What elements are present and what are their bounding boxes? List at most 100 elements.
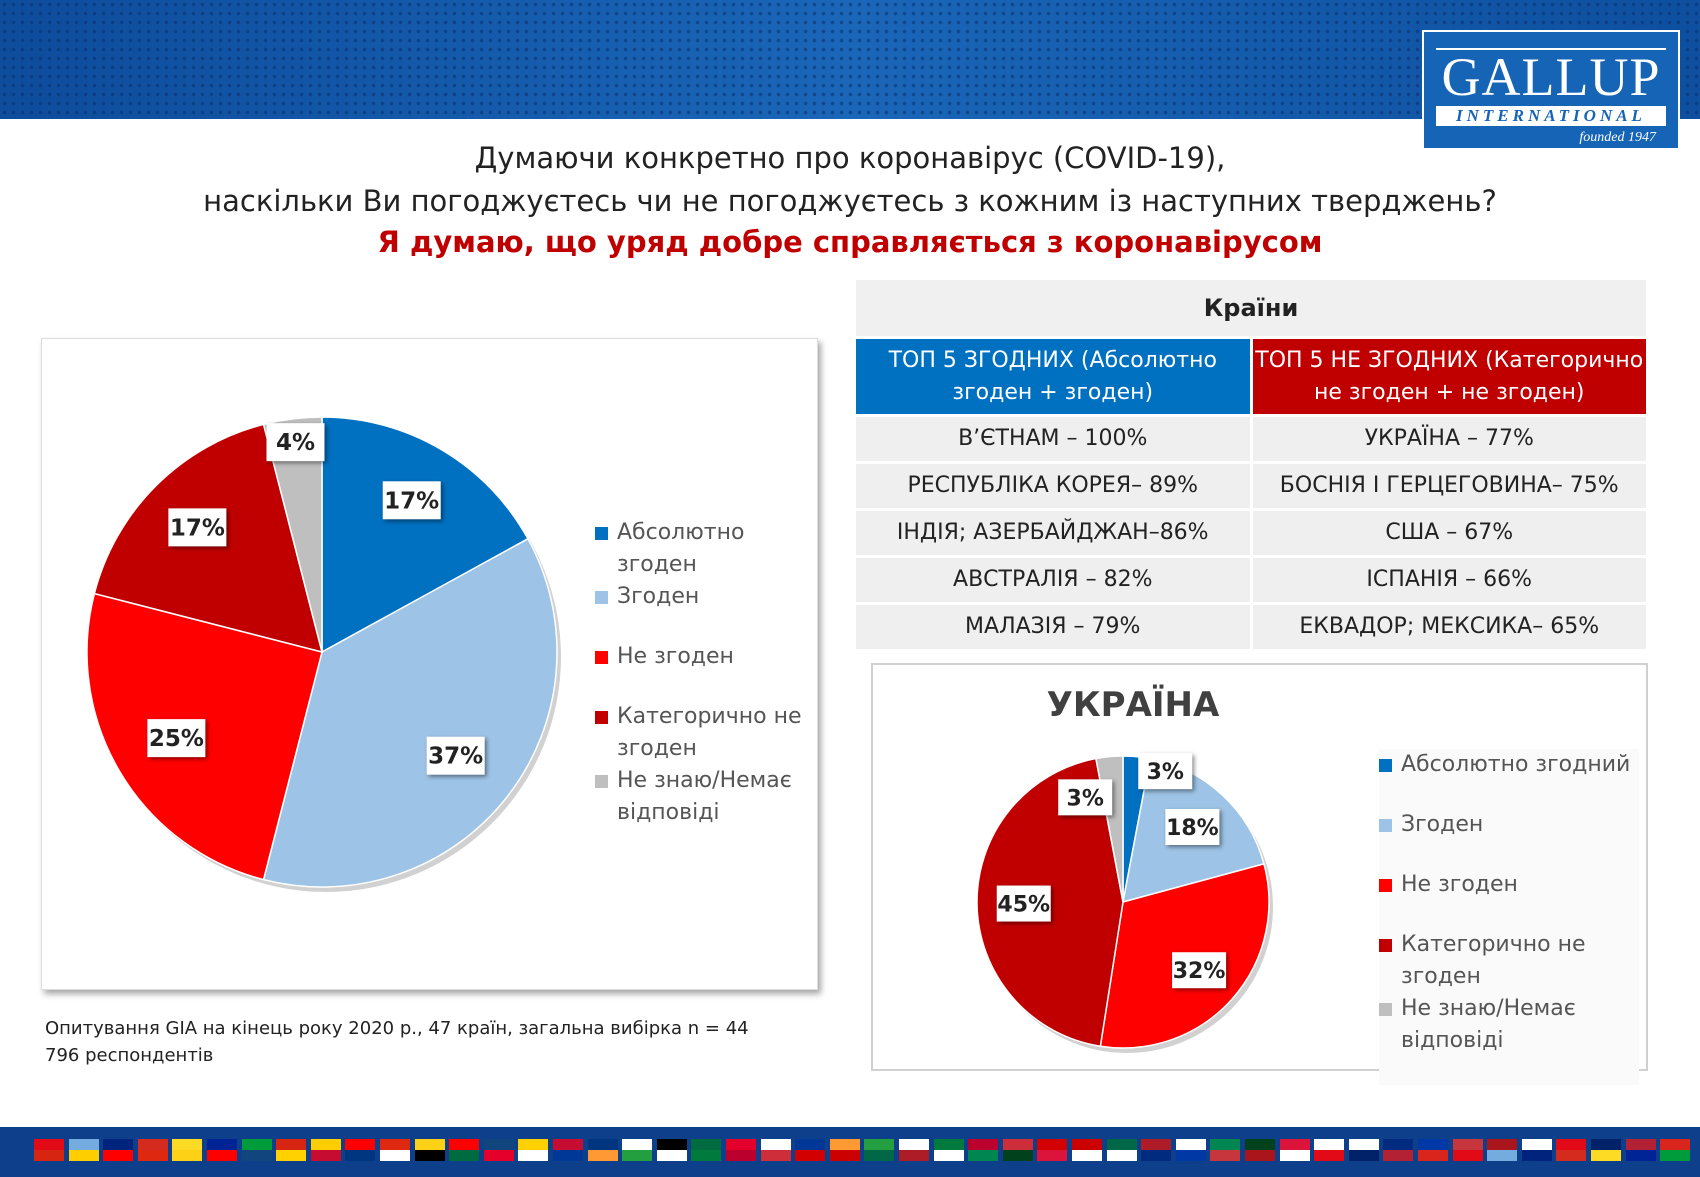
data-label: 45% [997, 893, 1050, 918]
global-pie-chart-panel: 17% 37% 25% 17% 4% Абсолютно згоден Згоден Не … [41, 338, 818, 990]
country-flag [760, 1139, 791, 1161]
legend-swatch [1379, 1003, 1392, 1016]
logo-name: GALLUP [1441, 47, 1661, 107]
data-label-box [382, 481, 441, 520]
country-flag [1002, 1139, 1033, 1161]
legend-swatch [1379, 759, 1392, 772]
pie-slice [262, 537, 558, 888]
legend-label: Абсолютно згоден [617, 520, 745, 577]
country-flag [1591, 1139, 1621, 1161]
logo-sub: INTERNATIONAL [1436, 106, 1666, 126]
country-flag [276, 1139, 307, 1161]
country-flag [103, 1139, 134, 1161]
legend-item: Абсолютно згодний [1379, 749, 1639, 781]
data-label-box [1058, 779, 1113, 816]
legend-label: Не знаю/Немає відповіді [1401, 996, 1576, 1053]
legend-swatch [595, 651, 608, 664]
countries-table: Країни ТОП 5 ЗГОДНИХ (Абсолютно згоден +… [856, 280, 1646, 649]
legend-item: Згоден [595, 581, 805, 613]
data-label: 37% [428, 744, 483, 770]
country-flag [1279, 1139, 1310, 1161]
country-flag [1418, 1139, 1448, 1161]
gallup-international-logo: GALLUP INTERNATIONAL founded 1947 [1422, 30, 1680, 150]
country-flag [1072, 1139, 1102, 1161]
legend-label: Не згоден [617, 644, 734, 669]
top5-agree-header: ТОП 5 ЗГОДНИХ (Абсолютно згоден + згоден… [856, 339, 1250, 414]
country-flag [518, 1139, 549, 1161]
country-flag [1383, 1139, 1414, 1161]
legend-swatch [1379, 819, 1392, 832]
legend-item: Згоден [1379, 809, 1639, 841]
country-flag [1245, 1139, 1275, 1161]
disagree-country-cell: ЕКВАДОР; МЕКСИКА– 65% [1252, 605, 1646, 649]
country-flag [172, 1139, 203, 1161]
ukraine-pie-chart: 3% 18% 32% 45% 3% [976, 753, 1273, 1053]
statement: Я думаю, що уряд добре справляється з ко… [377, 225, 1323, 259]
global-pie-chart: 17% 37% 25% 17% 4% [86, 416, 561, 892]
legend-item: Категорично не згоден [595, 701, 805, 765]
country-flag [34, 1139, 64, 1161]
country-flag [137, 1139, 168, 1161]
country-flag [414, 1139, 445, 1161]
country-flag [899, 1139, 929, 1161]
ukraine-chart-title: УКРАЇНА [1046, 685, 1220, 725]
data-label-box [1138, 753, 1193, 790]
legend-item: Абсолютно згоден [595, 517, 805, 581]
country-flag [795, 1139, 826, 1161]
table-row: ІНДІЯ; АЗЕРБАЙДЖАН–86% США – 67% [856, 511, 1646, 555]
top5-disagree-header: ТОП 5 НЕ ЗГОДНИХ (Категорично не згоден … [1252, 339, 1646, 414]
legend-swatch [1379, 879, 1392, 892]
data-label: 32% [1173, 959, 1226, 984]
legend-label: Згоден [1401, 812, 1484, 837]
data-label-box [426, 736, 485, 775]
global-pie-legend: Абсолютно згоден Згоден Не згоден Категорич… [595, 517, 805, 829]
country-flag [1348, 1139, 1379, 1161]
legend-swatch [595, 591, 608, 604]
country-flag [864, 1139, 895, 1161]
country-flag [726, 1139, 756, 1161]
data-label: 4% [276, 430, 315, 456]
country-flag [1521, 1139, 1552, 1161]
country-flag [1106, 1139, 1137, 1161]
legend-swatch [1379, 939, 1392, 952]
legend-swatch [595, 711, 608, 724]
data-label: 18% [1166, 816, 1219, 841]
logo-founded: founded 1947 [1579, 130, 1656, 145]
header-world-map-banner [0, 0, 1700, 119]
legend-label: Категорично не згоден [1401, 932, 1586, 989]
country-flag [1314, 1139, 1345, 1161]
country-flag [1625, 1139, 1656, 1161]
country-flag [1556, 1139, 1587, 1161]
data-label: 3% [1147, 760, 1184, 785]
legend-swatch [595, 527, 608, 540]
ukraine-pie-legend: Абсолютно згодний Згоден Не згоден Категори… [1379, 749, 1639, 1085]
country-flag [1210, 1139, 1241, 1161]
agree-country-cell: АВСТРАЛІЯ – 82% [856, 558, 1250, 602]
legend-item: Не знаю/Немає відповіді [1379, 993, 1639, 1057]
legend-label: Абсолютно згодний [1401, 752, 1631, 777]
table-row: АВСТРАЛІЯ – 82% ІСПАНІЯ – 66% [856, 558, 1646, 602]
country-flag [449, 1139, 480, 1161]
ukraine-pie-chart-panel: 3% 18% 32% 45% 3% УКРАЇНА Абсолютно згодний З… [871, 663, 1648, 1085]
country-flag [968, 1139, 999, 1161]
country-flag [1452, 1139, 1483, 1161]
legend-swatch [595, 775, 608, 788]
legend-label: Не знаю/Немає відповіді [617, 768, 792, 825]
agree-country-cell: ІНДІЯ; АЗЕРБАЙДЖАН–86% [856, 511, 1250, 555]
country-flags-strip [0, 1127, 1700, 1177]
data-label-box [1165, 808, 1220, 845]
disagree-country-cell: США – 67% [1252, 511, 1646, 555]
data-label: 17% [384, 488, 439, 514]
data-label: 3% [1067, 786, 1104, 811]
country-flag [1175, 1139, 1206, 1161]
table-row: МАЛАЗІЯ – 79% ЕКВАДОР; МЕКСИКА– 65% [856, 605, 1646, 649]
country-flag [553, 1139, 583, 1161]
country-flag [380, 1139, 410, 1161]
country-flag [1037, 1139, 1068, 1161]
data-label: 17% [170, 515, 225, 541]
country-flag [1660, 1139, 1691, 1161]
disagree-country-cell: УКРАЇНА – 77% [1252, 417, 1646, 461]
country-flag [207, 1139, 237, 1161]
legend-label: Не згоден [1401, 872, 1518, 897]
agree-country-cell: РЕСПУБЛІКА КОРЕЯ– 89% [856, 464, 1250, 508]
